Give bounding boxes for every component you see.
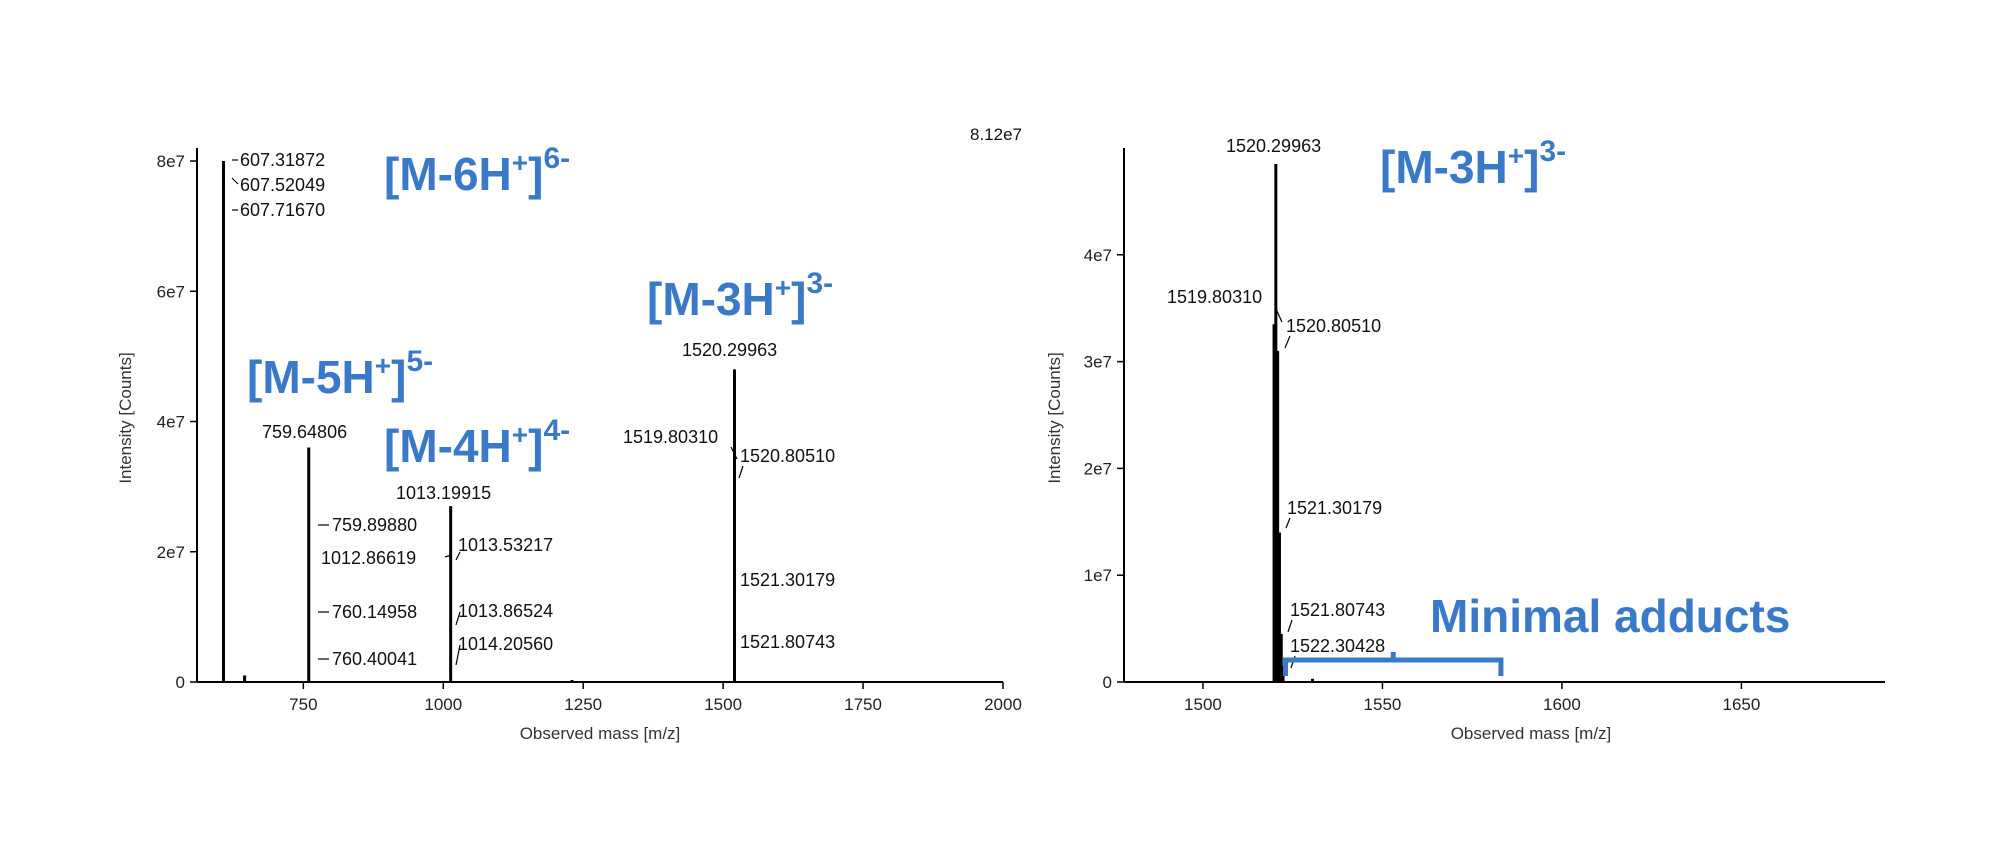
zoom-ion-annotation-m-3h: [M-3H+]3- bbox=[1380, 135, 1566, 193]
peak-label-1520-29963: 1520.29963 bbox=[682, 340, 777, 360]
full-spectrum-panel: Intensity [Counts] Observed mass [m/z] 8… bbox=[116, 125, 1022, 743]
leader-607-b bbox=[231, 177, 239, 185]
leader-1519-80310 bbox=[730, 446, 738, 460]
peak-label-1521-80743: 1521.80743 bbox=[740, 632, 835, 652]
left-x-tick-label: 1000 bbox=[424, 695, 462, 714]
right-x-tick-label: 1500 bbox=[1184, 695, 1222, 714]
zoomed-spectrum-panel: Intensity [Counts] Observed mass [m/z] 1… bbox=[1045, 135, 1885, 743]
peak-label-759-64806: 759.64806 bbox=[262, 422, 347, 442]
leader-1013-53217 bbox=[455, 551, 461, 561]
zoom-peak-label-1520-80510: 1520.80510 bbox=[1286, 316, 1381, 336]
peak-label-607-52049: 607.52049 bbox=[240, 175, 325, 195]
zoom-peak-label-1520-29963: 1520.29963 bbox=[1226, 136, 1321, 156]
left-max-intensity-label: 8.12e7 bbox=[970, 125, 1022, 144]
left-x-tick-label: 2000 bbox=[984, 695, 1022, 714]
leader-1520-80510 bbox=[738, 465, 744, 479]
peak-label-1013-53217: 1013.53217 bbox=[458, 535, 553, 555]
zoom-peak-label-1519-80310: 1519.80310 bbox=[1167, 287, 1262, 307]
peak-label-1013-86524: 1013.86524 bbox=[458, 601, 553, 621]
zoom-leader-1521-80743 bbox=[1287, 619, 1293, 633]
left-y-tick-label: 4e7 bbox=[157, 413, 185, 432]
left-x-axis-title: Observed mass [m/z] bbox=[520, 724, 681, 743]
left-y-axis-title: Intensity [Counts] bbox=[116, 352, 135, 483]
right-y-axis-title: Intensity [Counts] bbox=[1045, 352, 1064, 483]
right-x-tick-label: 1550 bbox=[1364, 695, 1402, 714]
zoom-peak-label-1522-30428: 1522.30428 bbox=[1290, 636, 1385, 656]
peak-label-760-40041: 760.40041 bbox=[332, 649, 417, 669]
peak-label-1521-30179: 1521.30179 bbox=[740, 570, 835, 590]
zoom-peak-label-1521-80743: 1521.80743 bbox=[1290, 600, 1385, 620]
left-x-tick-label: 1500 bbox=[704, 695, 742, 714]
left-y-tick-label: 8e7 bbox=[157, 152, 185, 171]
peak-label-760-14958: 760.14958 bbox=[332, 602, 417, 622]
peak-label-1013-19915: 1013.19915 bbox=[396, 483, 491, 503]
zoom-leader-1519-80310 bbox=[1275, 308, 1283, 323]
peak-label-1520-80510: 1520.80510 bbox=[740, 446, 835, 466]
adduct-bracket bbox=[1283, 652, 1504, 676]
right-x-tick-label: 1650 bbox=[1723, 695, 1761, 714]
left-y-tick-label: 0 bbox=[176, 673, 185, 692]
right-x-tick-label: 1600 bbox=[1543, 695, 1581, 714]
peak-label-607-71670: 607.71670 bbox=[240, 200, 325, 220]
right-y-tick-label: 3e7 bbox=[1084, 353, 1112, 372]
minimal-adducts-label: Minimal adducts bbox=[1430, 590, 1790, 642]
ion-annotation-m-4h: [M-4H+]4- bbox=[384, 414, 570, 472]
left-x-tick-label: 1750 bbox=[844, 695, 882, 714]
leader-1014-20560 bbox=[455, 644, 461, 666]
ion-annotation-m-5h: [M-5H+]5- bbox=[247, 345, 433, 403]
peak-label-759-89880: 759.89880 bbox=[332, 515, 417, 535]
right-y-tick-label: 1e7 bbox=[1084, 566, 1112, 585]
peak-label-607-31872: 607.31872 bbox=[240, 150, 325, 170]
peak-label-1012-86619: 1012.86619 bbox=[321, 548, 416, 568]
zoom-leader-1521-30179 bbox=[1285, 517, 1291, 529]
zoom-leader-1520-80510 bbox=[1284, 335, 1291, 349]
right-x-axis-title: Observed mass [m/z] bbox=[1451, 724, 1612, 743]
right-y-tick-label: 0 bbox=[1103, 673, 1112, 692]
zoom-peak-label-1521-30179: 1521.30179 bbox=[1287, 498, 1382, 518]
left-y-tick-label: 6e7 bbox=[157, 282, 185, 301]
ion-annotation-m-3h: [M-3H+]3- bbox=[647, 267, 833, 325]
ion-annotation-m-6h: [M-6H+]6- bbox=[384, 142, 570, 200]
peak-label-1519-80310: 1519.80310 bbox=[623, 427, 718, 447]
peak-label-1014-20560: 1014.20560 bbox=[458, 634, 553, 654]
left-x-tick-label: 750 bbox=[289, 695, 317, 714]
left-x-tick-label: 1250 bbox=[564, 695, 602, 714]
leader-1013-86524 bbox=[455, 611, 461, 626]
left-y-tick-label: 2e7 bbox=[157, 543, 185, 562]
right-y-tick-label: 2e7 bbox=[1084, 459, 1112, 478]
leader-1012-86619 bbox=[444, 554, 453, 558]
right-y-tick-label: 4e7 bbox=[1084, 246, 1112, 265]
